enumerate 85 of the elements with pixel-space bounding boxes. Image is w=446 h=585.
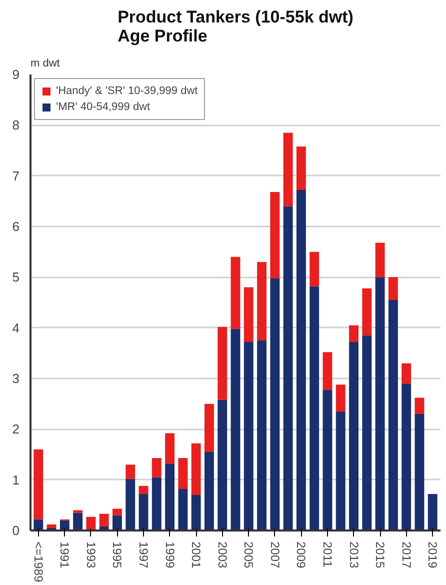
bar — [257, 262, 267, 340]
bar — [388, 300, 398, 530]
y-tick-label: 6 — [12, 219, 20, 234]
bar — [336, 384, 346, 412]
bar — [138, 494, 148, 530]
bar — [414, 398, 424, 414]
bar — [152, 458, 162, 478]
y-tick-label: 5 — [12, 270, 20, 285]
bar — [73, 512, 83, 530]
bar — [34, 449, 44, 520]
bar — [310, 286, 320, 530]
bar — [178, 488, 188, 530]
x-tick-label: 1995 — [110, 542, 124, 569]
y-tick-label: 7 — [12, 168, 20, 184]
bar — [375, 242, 385, 278]
x-tick-label: 2009 — [294, 542, 308, 569]
bar — [283, 206, 293, 530]
y-tick-label: 2 — [12, 422, 20, 437]
x-tick-label: 2013 — [346, 542, 361, 569]
bar — [165, 464, 175, 530]
bar — [230, 256, 240, 329]
bar — [191, 495, 201, 530]
y-tick-label: 9 — [12, 67, 20, 82]
bar — [283, 132, 293, 206]
y-tick-label: 8 — [12, 118, 20, 133]
chart-title: Product Tankers (10-55k dwt) Age Profile — [118, 8, 354, 46]
bar — [86, 516, 96, 530]
bar — [257, 340, 267, 530]
x-tick-label: 1997 — [136, 542, 151, 569]
bar — [375, 277, 385, 530]
x-tick-label: 2015 — [373, 542, 388, 569]
bar — [349, 342, 358, 530]
bar — [336, 411, 346, 530]
y-tick-label: 4 — [12, 320, 20, 336]
x-tick-label: 1991 — [58, 542, 72, 569]
bar — [73, 510, 83, 513]
x-tick-label: 2003 — [215, 542, 230, 569]
legend-label: 'MR' 40-54,999 dwt — [56, 101, 150, 113]
bar — [204, 452, 214, 530]
legend-label: 'Handy' & 'SR' 10-39,999 dwt — [56, 85, 198, 97]
bar — [165, 433, 175, 464]
bar — [362, 335, 372, 530]
bar — [349, 325, 358, 342]
x-tick-label: <=1989 — [31, 542, 46, 583]
x-tick-label: 2007 — [268, 542, 282, 569]
x-tick-label: 2019 — [426, 542, 440, 569]
y-axis-title: m dwt — [30, 58, 60, 70]
bar — [112, 508, 122, 516]
x-tick-label: 2011 — [320, 542, 334, 568]
bar — [126, 478, 136, 530]
y-tick-label: 0 — [12, 523, 20, 538]
y-tick-label: 1 — [12, 472, 20, 488]
bar — [362, 288, 372, 336]
bar — [178, 458, 188, 489]
bar — [414, 414, 424, 530]
bar — [138, 486, 148, 494]
bar — [310, 252, 320, 286]
bar — [191, 443, 201, 496]
x-tick-label: 1999 — [162, 542, 177, 569]
bar — [296, 146, 306, 190]
bar — [402, 384, 412, 530]
bar — [270, 192, 280, 278]
bar — [322, 352, 332, 390]
bar — [270, 278, 280, 530]
x-tick-label: 2017 — [399, 542, 414, 569]
x-tick-label: 1993 — [84, 542, 98, 569]
bar — [388, 277, 398, 300]
bar — [244, 287, 254, 342]
bar — [126, 464, 136, 479]
bar — [244, 342, 254, 530]
bar — [112, 515, 122, 530]
x-tick-label: 2001 — [189, 542, 204, 569]
bar — [218, 400, 228, 530]
bar — [46, 524, 56, 528]
bar — [204, 404, 214, 452]
bar — [230, 328, 240, 530]
bar — [99, 514, 109, 526]
x-tick-label: 2005 — [242, 542, 256, 569]
bar — [322, 390, 332, 530]
bar — [152, 477, 162, 530]
bar — [218, 326, 228, 400]
y-tick-label: 3 — [12, 371, 20, 386]
bar — [402, 363, 412, 384]
bar — [296, 190, 306, 530]
bar — [428, 494, 438, 530]
